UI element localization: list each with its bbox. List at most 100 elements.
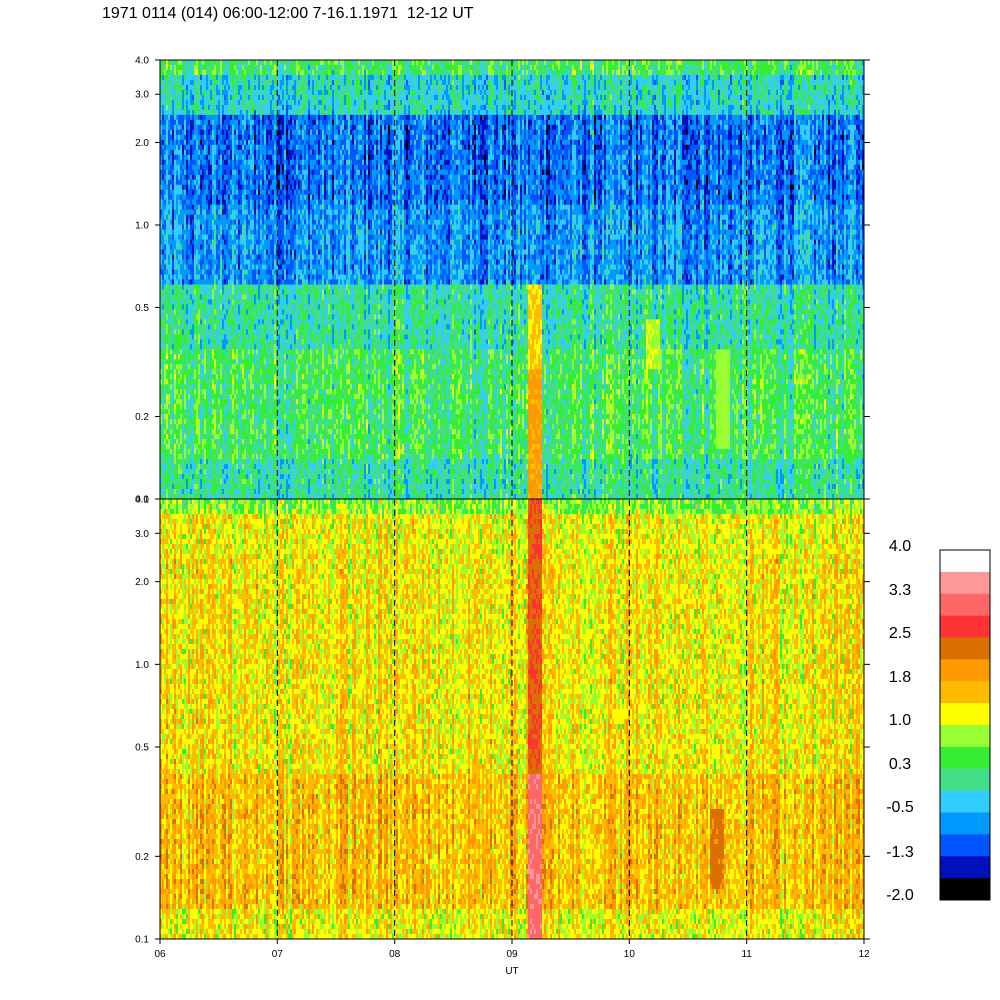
- spectrogram-cell: [810, 120, 812, 125]
- spectrogram-cell: [488, 60, 490, 65]
- spectrogram-cell: [548, 150, 550, 155]
- spectrogram-cell: [848, 120, 850, 125]
- spectrogram-cell: [844, 65, 846, 70]
- spectrogram-cell: [600, 150, 602, 155]
- spectrogram-cell: [832, 105, 836, 110]
- spectrogram-cell: [266, 140, 268, 145]
- spectrogram-cell: [164, 90, 168, 95]
- spectrogram-cell: [486, 90, 490, 95]
- spectrogram-cell: [648, 135, 650, 140]
- spectrogram-cell: [316, 150, 318, 155]
- spectrogram-cell: [674, 110, 676, 115]
- spectrogram-cell: [840, 145, 842, 150]
- spectrogram-cell: [588, 110, 590, 115]
- spectrogram-cell: [782, 65, 784, 70]
- spectrogram-cell: [434, 140, 436, 145]
- spectrogram-cell: [652, 65, 654, 70]
- spectrogram-cell: [748, 130, 752, 135]
- spectrogram-cell: [314, 105, 316, 110]
- spectrogram-cell: [656, 70, 666, 75]
- spectrogram-cell: [488, 150, 490, 155]
- spectrogram-cell: [802, 115, 804, 120]
- spectrogram-cell: [844, 100, 846, 105]
- spectrogram-cell: [856, 135, 860, 140]
- spectrogram-cell: [824, 125, 826, 130]
- spectrogram-cell: [476, 85, 478, 90]
- spectrogram-cell: [536, 150, 538, 155]
- spectrogram-cell: [642, 135, 646, 140]
- spectrogram-cell: [820, 95, 822, 100]
- spectrogram-cell: [194, 65, 198, 70]
- spectrogram-cell: [656, 85, 658, 90]
- spectrogram-cell: [190, 100, 194, 105]
- spectrogram-cell: [278, 115, 284, 120]
- spectrogram-cell: [428, 145, 430, 150]
- spectrogram-cell: [822, 110, 824, 115]
- spectrogram-cell: [306, 145, 308, 150]
- spectrogram-cell: [808, 80, 810, 85]
- spectrogram-cell: [162, 120, 166, 125]
- spectrogram-cell: [652, 110, 654, 115]
- spectrogram-cell: [198, 75, 200, 80]
- spectrogram-cell: [816, 105, 818, 110]
- spectrogram-cell: [780, 105, 782, 110]
- spectrogram-cell: [730, 125, 732, 130]
- spectrogram-cell: [234, 125, 238, 130]
- spectrogram-cell: [830, 145, 832, 150]
- spectrogram-cell: [526, 135, 528, 140]
- spectrogram-cell: [600, 130, 602, 135]
- spectrogram-cell: [658, 150, 662, 155]
- spectrogram-cell: [352, 140, 354, 145]
- spectrogram-cell: [236, 140, 238, 145]
- spectrogram-cell: [782, 145, 784, 150]
- spectrogram-cell: [660, 130, 662, 135]
- spectrogram-cell: [534, 155, 536, 160]
- spectrogram-cell: [686, 105, 688, 110]
- spectrogram-cell: [548, 80, 552, 85]
- spectrogram-cell: [356, 145, 358, 150]
- spectrogram-cell: [606, 85, 608, 90]
- spectrogram-cell: [212, 70, 216, 75]
- spectrogram-cell: [350, 130, 352, 135]
- spectrogram-cell: [500, 60, 502, 65]
- spectrogram-cell: [654, 85, 656, 90]
- spectrogram-cell: [614, 120, 618, 125]
- spectrogram-cell: [326, 125, 328, 130]
- spectrogram-cell: [594, 65, 596, 70]
- spectrogram-cell: [656, 65, 658, 70]
- spectrogram-cell: [788, 145, 792, 150]
- spectrogram-cell: [236, 80, 238, 85]
- spectrogram-cell: [494, 80, 498, 85]
- spectrogram-cell: [234, 95, 238, 100]
- spectrogram-cell: [690, 125, 696, 130]
- spectrogram-cell: [220, 85, 224, 90]
- spectrogram-cell: [250, 140, 252, 145]
- spectrogram-cell: [638, 70, 640, 75]
- spectrogram-cell: [804, 150, 812, 155]
- spectrogram-cell: [250, 90, 252, 95]
- spectrogram-cell: [770, 125, 774, 130]
- spectrogram-cell: [308, 130, 310, 135]
- spectrogram-cell: [520, 115, 522, 120]
- spectrogram-cell: [348, 80, 350, 85]
- spectrogram-cell: [282, 85, 284, 90]
- spectrogram-cell: [288, 130, 290, 135]
- spectrogram-cell: [758, 115, 760, 120]
- spectrogram-cell: [496, 125, 498, 130]
- spectrogram-cell: [804, 130, 806, 135]
- spectrogram-cell: [272, 95, 274, 100]
- spectrogram-cell: [306, 140, 310, 145]
- spectrogram-cell: [664, 105, 666, 110]
- spectrogram-cell: [674, 100, 676, 105]
- spectrogram-cell: [774, 125, 778, 130]
- spectrogram-cell: [416, 155, 418, 160]
- spectrogram-cell: [410, 90, 412, 95]
- spectrogram-cell: [488, 70, 494, 75]
- spectrogram-cell: [744, 60, 748, 65]
- spectrogram-cell: [824, 90, 826, 95]
- spectrogram-cell: [458, 85, 460, 90]
- spectrogram-cell: [460, 85, 462, 90]
- spectrogram-cell: [528, 145, 530, 150]
- spectrogram-cell: [710, 105, 712, 110]
- spectrogram-cell: [232, 150, 234, 155]
